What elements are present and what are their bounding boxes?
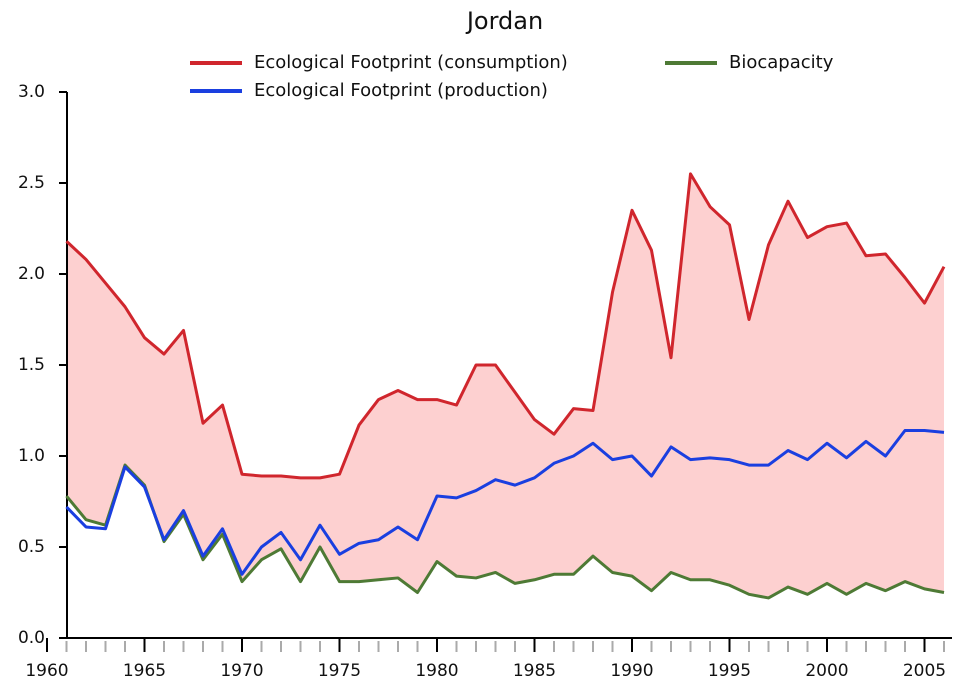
x-tick-label: 1995	[708, 661, 751, 681]
x-tick-label: 1960	[25, 661, 68, 681]
x-tick-label: 1965	[123, 661, 166, 681]
legend-label: Ecological Footprint (consumption)	[254, 52, 568, 73]
line	[65, 463, 945, 600]
y-tick-label: 0.5	[18, 537, 45, 557]
x-tick-label: 1975	[318, 661, 361, 681]
y-tick-label: 1.0	[18, 446, 45, 466]
x-tick-label: 1990	[610, 661, 653, 681]
x-tick-label: 1980	[415, 661, 458, 681]
legend-label: Ecological Footprint (production)	[254, 80, 548, 101]
y-tick-label: 2.5	[18, 173, 45, 193]
legend-label: Biocapacity	[729, 52, 834, 73]
y-tick-label: 3.0	[18, 82, 45, 102]
x-tick-label: 2000	[805, 661, 848, 681]
gap-area	[66, 173, 944, 598]
line	[65, 172, 946, 480]
y-tick-label: 0.0	[18, 628, 45, 648]
chart-title: Jordan	[465, 7, 543, 35]
line	[65, 429, 945, 576]
x-tick-label: 1985	[513, 661, 556, 681]
x-tick-label: 1970	[220, 661, 263, 681]
y-tick-label: 2.0	[18, 264, 45, 284]
x-tick-label: 2005	[903, 661, 946, 681]
y-tick-label: 1.5	[18, 355, 45, 375]
